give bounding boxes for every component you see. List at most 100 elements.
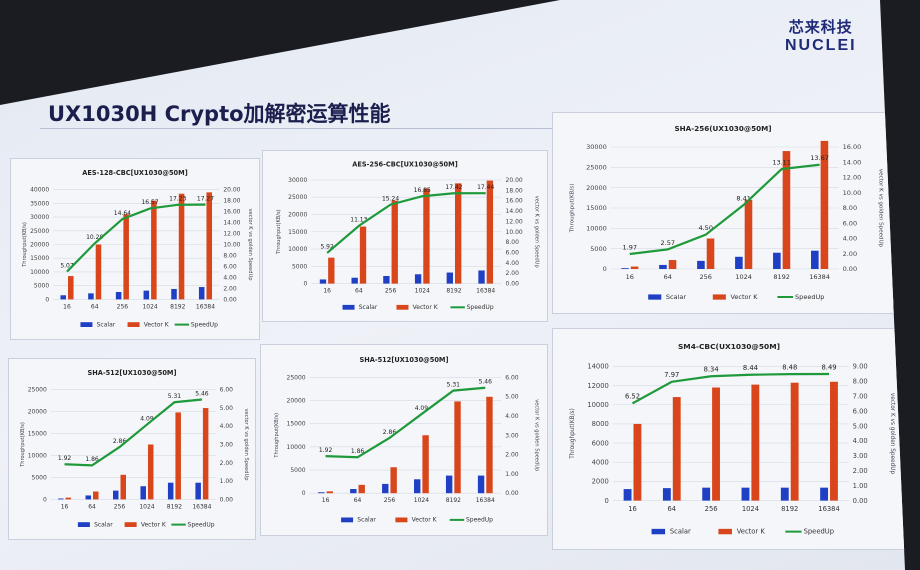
y2-tick-label: 3.00	[853, 452, 868, 460]
speedup-data-label: 1.92	[319, 447, 333, 454]
x-tick-label: 64	[88, 503, 96, 510]
vector-k-bar	[328, 257, 335, 284]
legend-swatch	[127, 322, 140, 327]
vector-k-bar	[630, 266, 639, 269]
legend-swatch	[395, 517, 408, 523]
y2-tick-label: 12.00	[223, 231, 240, 238]
y-tick-label: 0	[603, 265, 607, 273]
y-tick-label: 15000	[28, 431, 47, 438]
vector-k-bar	[422, 435, 429, 494]
y2-tick-label: 6.00	[505, 374, 519, 381]
vector-k-bar	[147, 444, 154, 500]
vector-k-bar	[65, 497, 72, 500]
x-tick-label: 16	[628, 505, 637, 513]
y-tick-label: 30000	[288, 177, 307, 184]
y-tick-label: 0	[302, 490, 306, 497]
legend-label: Scalar	[670, 528, 691, 536]
x-tick-label: 1024	[415, 288, 430, 295]
legend-label: Scalar	[97, 321, 116, 328]
scalar-bar	[143, 290, 150, 300]
y2-tick-label: 4.00	[223, 274, 237, 281]
speedup-data-label: 5.31	[168, 393, 182, 400]
speedup-data-label: 8.49	[822, 363, 837, 371]
y-axis-label: Throughput(KB/s)	[276, 209, 282, 255]
x-tick-label: 64	[664, 273, 672, 281]
vector-k-bar	[391, 200, 398, 284]
scalar-bar	[697, 260, 705, 269]
chart-aes-256: AES-256-CBC[UX1030@50M] 0 5000 10000 15000 20…	[262, 150, 548, 322]
scalar-bar	[414, 274, 422, 284]
y-tick-label: 2000	[592, 478, 609, 486]
vector-k-bar	[672, 397, 681, 501]
speedup-data-label: 5.46	[479, 379, 493, 386]
y2-tick-label: 8.00	[506, 239, 520, 246]
speedup-line	[629, 163, 820, 256]
scalar-bar	[477, 475, 485, 494]
y-tick-label: 0	[43, 496, 47, 503]
chart-title: SHA-256(UX1030@50M]	[674, 124, 771, 133]
legend-swatch	[342, 304, 355, 310]
y2-axis-label: vector K vs golden SpeedUp	[534, 399, 540, 471]
vector-k-bar	[706, 238, 715, 269]
legend-label: SpeedUp	[191, 321, 218, 328]
vector-k-bar	[68, 276, 74, 300]
legend-label: SpeedUp	[467, 304, 494, 311]
y2-tick-label: 14.00	[843, 158, 862, 166]
y2-tick-label: 6.00	[843, 219, 858, 227]
y2-tick-label: 12.00	[506, 218, 523, 225]
legend-swatch	[718, 528, 732, 535]
legend-label: SpeedUp	[795, 293, 824, 301]
y-tick-label: 25000	[586, 164, 607, 172]
y2-tick-label: 4.00	[506, 260, 520, 267]
chart-sha-512-a: SHA-512[UX1030@50M] 0 5000 10000 15000 20000 2…	[8, 358, 256, 540]
speedup-data-label: 5.07	[60, 262, 74, 269]
legend-label: Scalar	[666, 293, 687, 301]
scalar-bar	[780, 487, 789, 501]
y2-tick-label: 6.00	[506, 249, 520, 256]
title-divider	[40, 128, 870, 129]
legend-swatch	[712, 294, 726, 300]
speedup-data-label: 1.86	[351, 448, 365, 455]
speedup-data-label: 4.09	[140, 415, 154, 422]
speedup-data-label: 7.97	[664, 371, 679, 379]
y2-tick-label: 6.00	[220, 387, 234, 394]
scalar-bar	[115, 291, 122, 300]
y2-tick-label: 18.00	[223, 198, 240, 205]
scalar-bar	[382, 483, 389, 494]
legend-label: SpeedUp	[466, 517, 493, 524]
y2-tick-label: 2.00	[223, 285, 237, 292]
y-tick-label: 10000	[28, 452, 47, 459]
scalar-bar	[741, 487, 750, 501]
scalar-bar	[198, 287, 205, 300]
y2-axis-label: vector K vs golden SpeedUp	[534, 196, 540, 268]
x-tick-label: 16384	[196, 303, 215, 310]
scalar-bar	[445, 475, 453, 494]
y2-axis-label: vector K vs golden SpeedUp	[247, 209, 253, 281]
y-tick-label: 5000	[292, 263, 307, 270]
y-tick-label: 20000	[586, 184, 607, 192]
logo-cn: 芯来科技	[788, 18, 853, 36]
legend-swatch	[648, 294, 662, 300]
legend-label: Scalar	[359, 304, 378, 311]
vector-k-bar	[359, 226, 367, 284]
speedup-data-label: 11.13	[350, 217, 367, 224]
chart-sha-512-b: SHA-512[UX1030@50M] 0 5000 10000 15000 20000 2…	[260, 344, 548, 536]
x-tick-label: 64	[355, 288, 363, 295]
y2-tick-label: 1.00	[220, 478, 234, 485]
speedup-data-label: 6.52	[625, 393, 640, 401]
chart-title: SM4-CBC(UX1030@50M]	[678, 342, 780, 351]
legend-swatch	[124, 522, 137, 527]
y-tick-label: 5000	[290, 467, 305, 474]
x-tick-label: 64	[91, 303, 99, 310]
speedup-data-label: 4.09	[415, 405, 429, 412]
x-tick-label: 256	[384, 497, 396, 504]
y-tick-label: 25000	[288, 194, 307, 201]
y2-tick-label: 3.00	[220, 442, 234, 449]
scalar-bar	[735, 256, 743, 269]
x-tick-label: 16	[61, 503, 69, 510]
scalar-bar	[60, 295, 67, 300]
y2-tick-label: 5.00	[853, 422, 868, 430]
speedup-data-label: 8.34	[704, 366, 719, 374]
vector-k-bar	[633, 423, 642, 501]
